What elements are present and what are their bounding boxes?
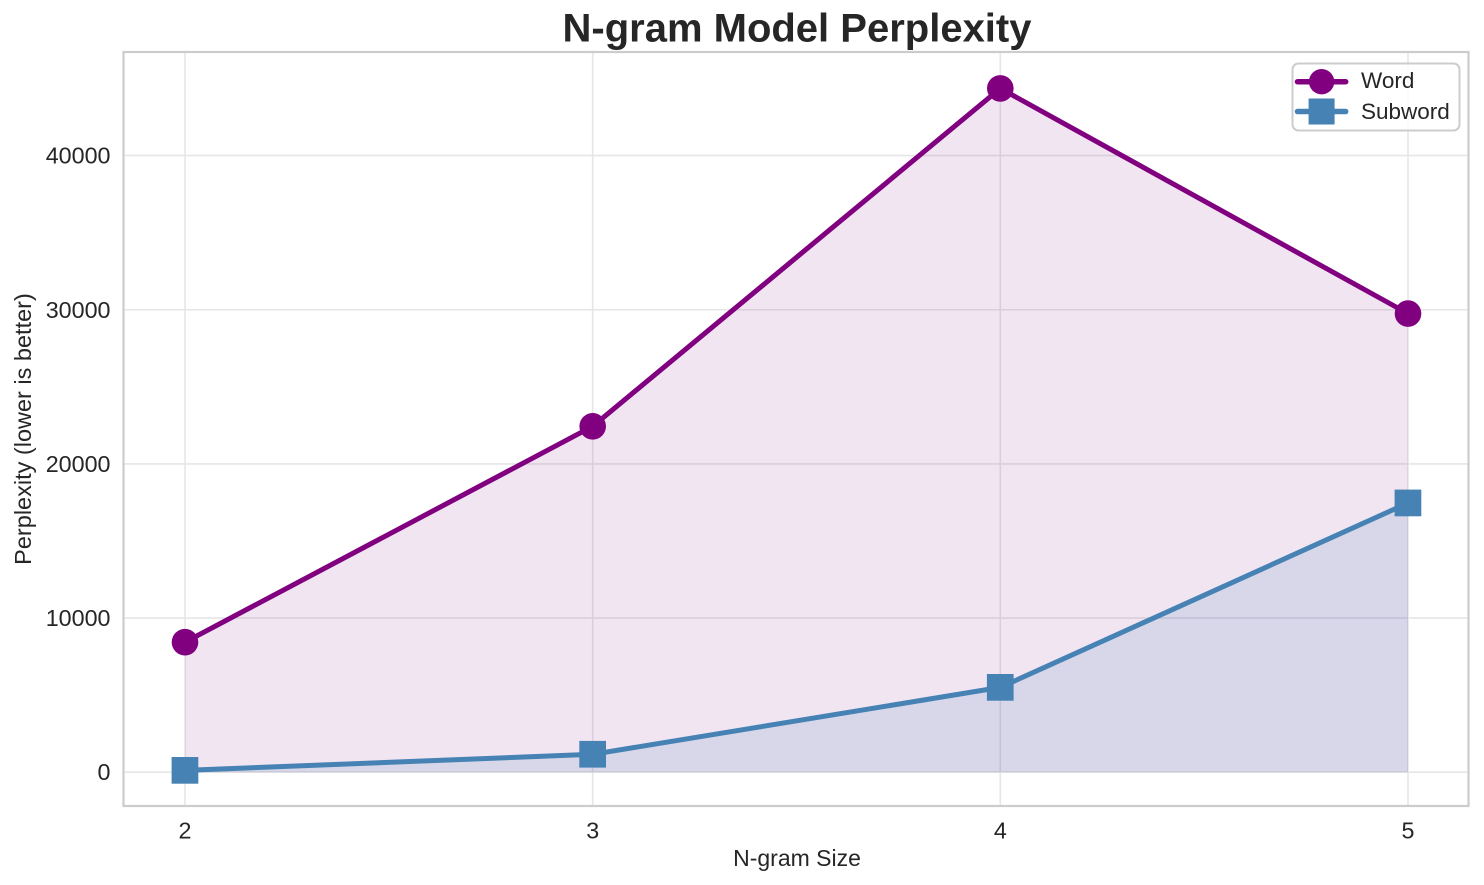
- svg-text:40000: 40000: [46, 143, 111, 169]
- svg-text:Word: Word: [1361, 68, 1414, 93]
- svg-text:30000: 30000: [46, 297, 111, 323]
- svg-text:N-gram Size: N-gram Size: [733, 845, 861, 871]
- svg-text:Perplexity (lower is better): Perplexity (lower is better): [10, 293, 36, 565]
- svg-text:20000: 20000: [46, 451, 111, 477]
- svg-text:5: 5: [1402, 818, 1415, 844]
- svg-text:Subword: Subword: [1361, 99, 1450, 124]
- svg-text:2: 2: [179, 818, 192, 844]
- svg-text:N-gram Model Perplexity: N-gram Model Perplexity: [562, 7, 1032, 51]
- svg-text:4: 4: [994, 818, 1007, 844]
- svg-text:0: 0: [98, 759, 111, 785]
- svg-text:3: 3: [586, 818, 599, 844]
- svg-text:10000: 10000: [46, 605, 111, 631]
